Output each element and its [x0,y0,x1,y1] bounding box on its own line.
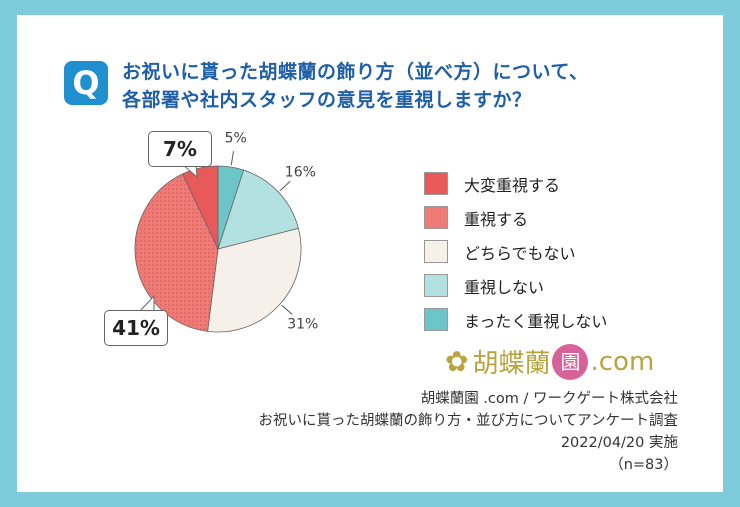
legend-label: どちらでもない [464,243,576,263]
legend-item: 大変重視する [424,172,607,195]
credit-line: （n=83） [609,457,678,473]
credit-line: 胡蝶蘭園 .com / ワークゲート株式会社 [420,391,678,407]
credit-line: お祝いに貰った胡蝶蘭の飾り方・並び方についてアンケート調査 [258,413,678,429]
logo-badge: 園 [552,343,589,380]
infographic-card [17,15,723,492]
leader-line [279,180,291,192]
callout-7: 7% [148,131,212,167]
legend-label: 大変重視する [464,175,561,195]
data-label: 16% [285,165,316,181]
callout-7-pointer [181,163,198,179]
leader-line [281,304,293,315]
pie-slice [217,169,299,250]
title-line-2: 各部署や社内スタッフの意見を重視しますか？ [122,89,532,111]
legend-swatch [424,172,448,195]
credit-line: 2022/04/20 実施 [560,435,678,451]
logo: ✿ 胡蝶蘭 園 .com [445,343,654,380]
data-label: 31% [287,317,318,333]
legend-item: まったく重視しない [424,308,607,331]
legend-label: 重視する [464,209,529,229]
page-title: お祝いに貰った胡蝶蘭の飾り方（並べ方）について、 各部署や社内スタッフの意見を重… [122,58,588,114]
leader-line [230,151,234,166]
callout-41: 41% [104,310,168,346]
legend-label: 重視しない [464,277,545,297]
legend-swatch [424,308,448,331]
legend-swatch [424,274,448,297]
credit: 胡蝶蘭園 .com / ワークゲート株式会社 お祝いに貰った胡蝶蘭の飾り方・並び… [259,388,678,476]
legend-label: まったく重視しない [464,311,608,331]
legend-item: 重視する [424,206,607,229]
pie-slice [182,165,219,250]
legend: 大変重視する 重視する どちらでもない 重視しない まったく重視しない [424,172,607,342]
data-label: 5% [225,130,247,146]
legend-swatch [424,240,448,263]
logo-suffix: .com [590,346,655,377]
legend-item: どちらでもない [424,240,607,263]
logo-text: 胡蝶蘭 [472,349,551,379]
legend-swatch [424,206,448,229]
orchid-icon: ✿ [445,345,469,378]
pie-slice-texture [135,173,218,332]
legend-item: 重視しない [424,274,607,297]
title-line-1: お祝いに貰った胡蝶蘭の飾り方（並べ方）について、 [122,61,589,83]
q-icon: Q [64,61,108,105]
pie-slice [207,227,302,333]
callout-41-pointer [139,294,155,312]
